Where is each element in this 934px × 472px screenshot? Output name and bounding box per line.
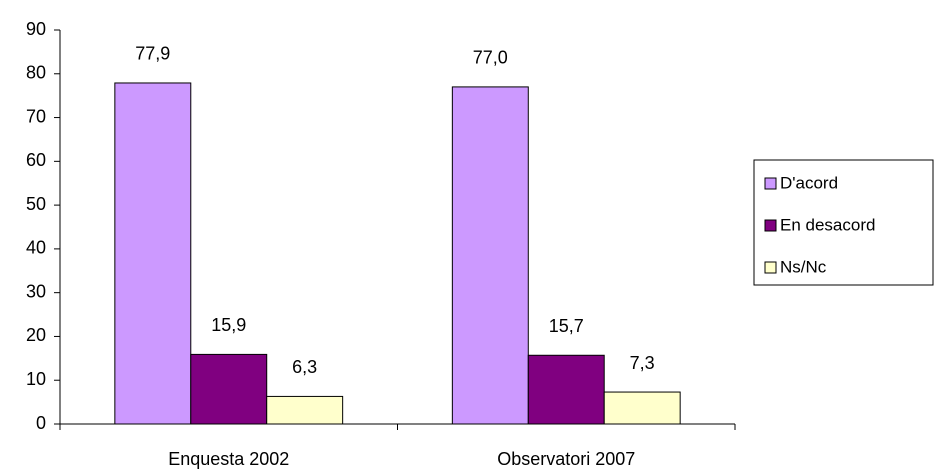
data-label: 77,9 [135, 44, 170, 64]
y-tick-label: 30 [26, 281, 46, 301]
legend-label: En desacord [780, 215, 875, 234]
legend-swatch [764, 261, 777, 274]
y-tick-label: 60 [26, 150, 46, 170]
y-tick-label: 40 [26, 238, 46, 258]
y-tick-label: 80 [26, 63, 46, 83]
legend-swatch [764, 177, 777, 190]
bar [266, 395, 344, 425]
data-label: 77,0 [473, 48, 508, 68]
y-tick-label: 20 [26, 325, 46, 345]
legend-box [753, 159, 934, 286]
y-tick-label: 0 [36, 413, 46, 433]
y-tick-label: 10 [26, 369, 46, 389]
bar [114, 82, 192, 425]
data-label: 15,9 [211, 315, 246, 335]
data-label: 6,3 [292, 357, 317, 377]
x-tick-label: Observatori 2007 [497, 449, 635, 469]
bar [190, 353, 268, 425]
y-tick-label: 50 [26, 194, 46, 214]
legend: D'acord En desacord Ns/Nc [764, 173, 875, 276]
legend-label: D'acord [780, 173, 838, 192]
bar [527, 354, 605, 425]
x-tick-label: Enquesta 2002 [168, 449, 289, 469]
y-tick-label: 90 [26, 19, 46, 39]
data-label: 15,7 [549, 316, 584, 336]
legend-swatch [764, 219, 777, 232]
data-label: 7,3 [630, 353, 655, 373]
y-tick-label: 70 [26, 106, 46, 126]
bar [451, 86, 529, 425]
legend-label: Ns/Nc [780, 257, 827, 276]
bar [603, 391, 681, 425]
